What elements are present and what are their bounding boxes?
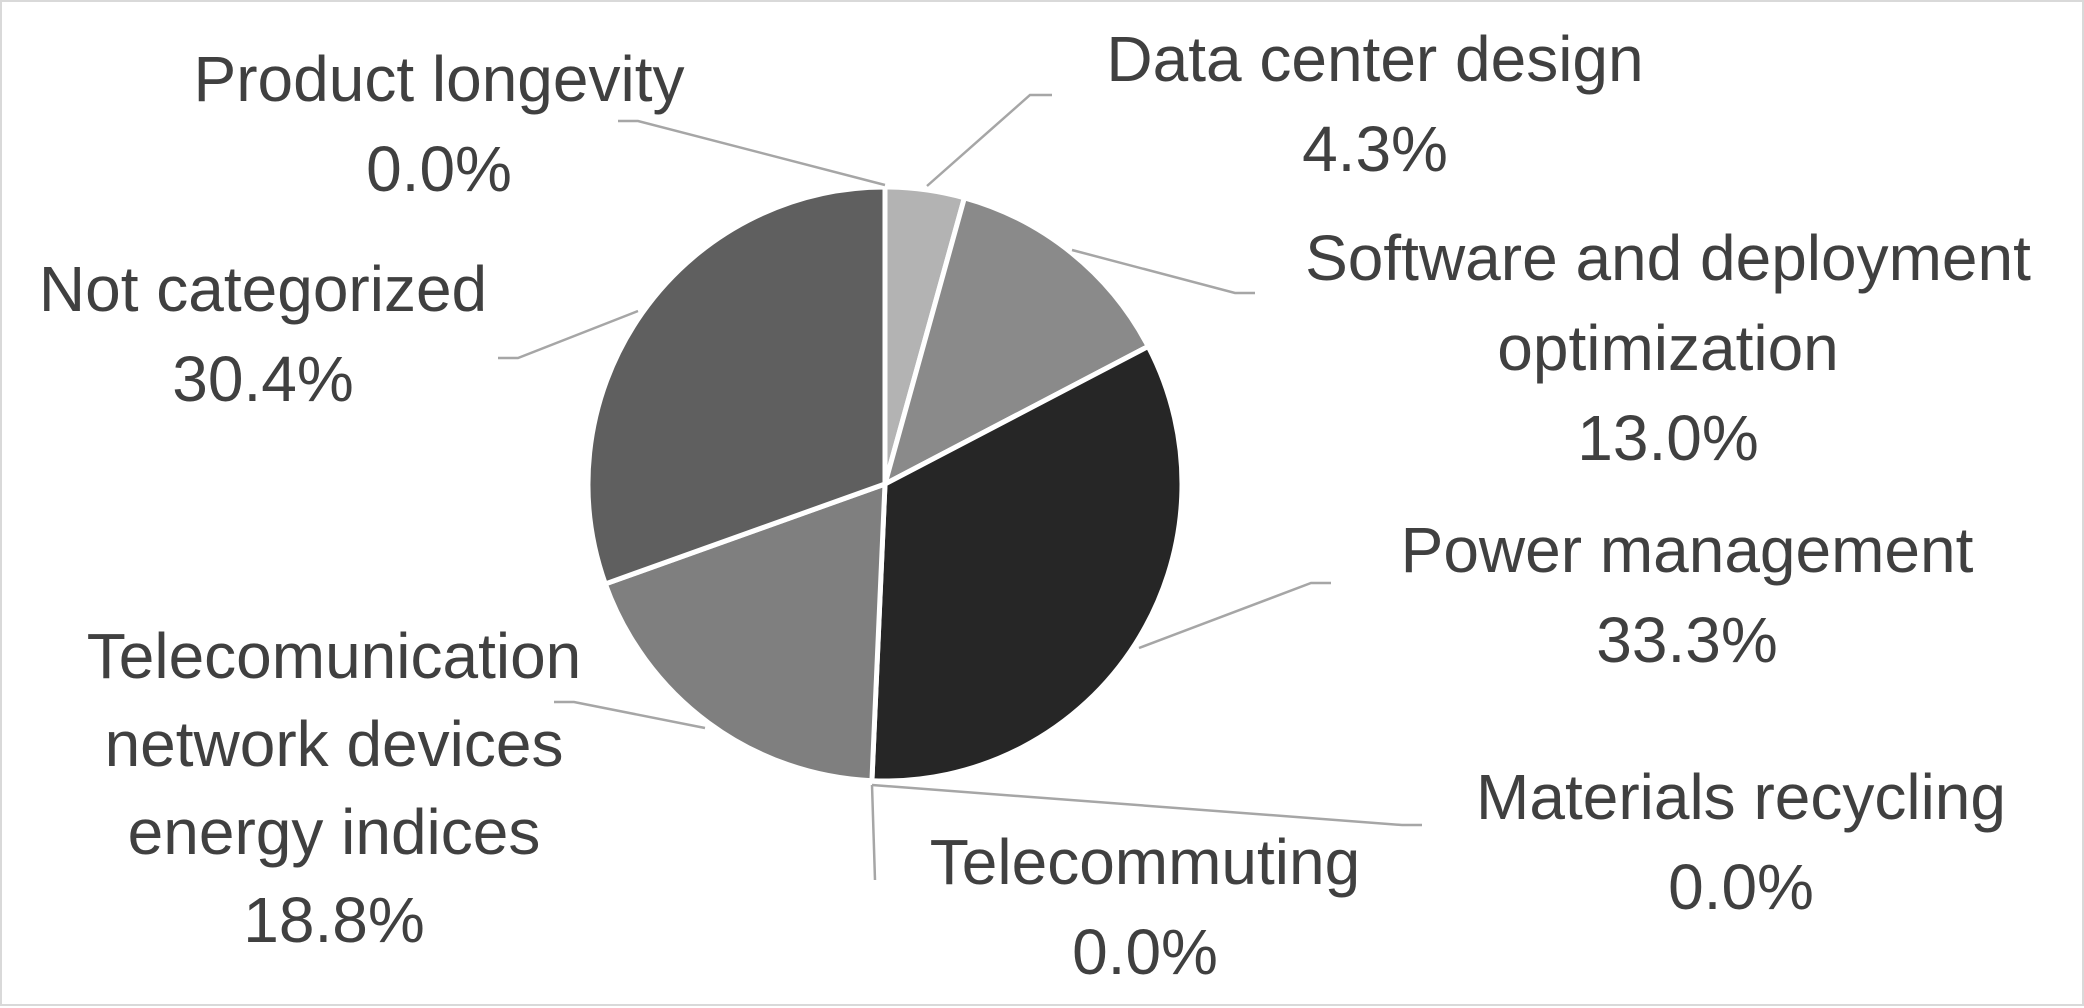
data-label-power-management: Power management 33.3% bbox=[1401, 514, 1974, 676]
pie-slice-not-categorized bbox=[585, 184, 888, 588]
data-label-category: Telecomunication bbox=[87, 620, 582, 692]
data-label-percent: 0.0% bbox=[1072, 916, 1218, 988]
pie-slice-software-and-deployment-optimization bbox=[881, 194, 1152, 489]
data-label-percent: 0.0% bbox=[1668, 851, 1814, 923]
data-label-category: energy indices bbox=[128, 796, 541, 868]
data-label-percent: 0.0% bbox=[366, 133, 512, 205]
leader-line-power-management bbox=[1138, 581, 1331, 650]
data-label-category: Data center design bbox=[1106, 23, 1643, 95]
leader-line-software-and-deployment-optimization bbox=[1071, 248, 1255, 295]
data-label-category: Telecommuting bbox=[930, 826, 1360, 898]
data-label-category: Product longevity bbox=[194, 43, 685, 115]
data-label-percent: 18.8% bbox=[243, 884, 424, 956]
data-label-category: Software and deployment bbox=[1305, 222, 2031, 294]
data-label-telecomunication-network-devices-energy-indices: Telecomunication network devices energy in… bbox=[87, 620, 582, 956]
data-label-product-longevity: Product longevity 0.0% bbox=[194, 43, 685, 205]
data-label-percent: 4.3% bbox=[1302, 113, 1448, 185]
data-label-not-categorized: Not categorized 30.4% bbox=[39, 253, 487, 415]
data-label-percent: 33.3% bbox=[1596, 604, 1777, 676]
data-label-data-center-design: Data center design 4.3% bbox=[1106, 23, 1643, 185]
data-label-category: Not categorized bbox=[39, 253, 487, 325]
data-label-category: optimization bbox=[1497, 312, 1839, 384]
leader-line-telecommuting bbox=[870, 784, 877, 881]
leader-line-materials-recycling bbox=[871, 783, 1422, 827]
leader-line-product-longevity bbox=[618, 119, 886, 187]
data-label-category: network devices bbox=[105, 708, 564, 780]
data-label-percent: 30.4% bbox=[172, 343, 353, 415]
data-labels: Data center design 4.3% Software and deplo… bbox=[39, 23, 2031, 988]
pie-slices bbox=[585, 184, 1185, 784]
data-label-percent: 13.0% bbox=[1577, 402, 1758, 474]
leader-line-telecomunication-network-devices-energy-indices bbox=[554, 700, 706, 730]
pie-slice-power-management bbox=[869, 343, 1185, 784]
leader-line-not-categorized bbox=[498, 309, 639, 360]
leader-line-data-center-design bbox=[926, 93, 1052, 187]
data-label-category: Materials recycling bbox=[1476, 761, 2006, 833]
pie-slice-telecomunication-network-devices-energy-indices bbox=[602, 480, 888, 784]
data-label-software-and-deployment-optimization: Software and deployment optimization 13.0% bbox=[1305, 222, 2031, 474]
data-label-telecommuting: Telecommuting 0.0% bbox=[930, 826, 1360, 988]
data-label-category: Power management bbox=[1401, 514, 1974, 586]
data-label-materials-recycling: Materials recycling 0.0% bbox=[1476, 761, 2006, 923]
